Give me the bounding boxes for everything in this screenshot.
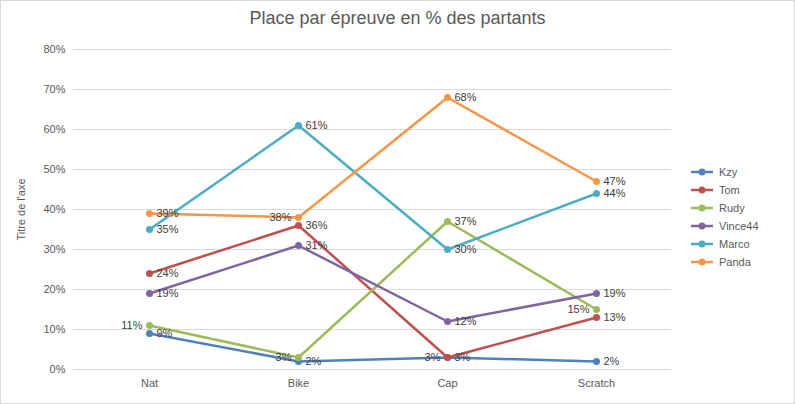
svg-text:15%: 15%: [567, 303, 589, 315]
svg-text:36%: 36%: [306, 219, 328, 231]
svg-text:10%: 10%: [43, 323, 65, 335]
svg-text:47%: 47%: [604, 175, 626, 187]
svg-text:2%: 2%: [604, 355, 620, 367]
svg-text:44%: 44%: [604, 187, 626, 199]
svg-text:24%: 24%: [157, 267, 179, 279]
svg-text:35%: 35%: [157, 223, 179, 235]
html-text:Rudy: Rudy: [719, 202, 745, 214]
svg-text:Scratch: Scratch: [578, 377, 615, 389]
html-text:Vince44: Vince44: [719, 220, 759, 232]
svg-text:37%: 37%: [455, 215, 477, 227]
html-text:Marco: Marco: [719, 238, 750, 250]
svg-text:40%: 40%: [43, 203, 65, 215]
svg-text:Nat: Nat: [141, 377, 158, 389]
svg-text:3%: 3%: [276, 351, 292, 363]
svg-text:Titre de l'axe: Titre de l'axe: [15, 178, 27, 240]
svg-text:61%: 61%: [306, 119, 328, 131]
html-text:Kzy: Kzy: [719, 166, 738, 178]
svg-text:3%: 3%: [425, 351, 441, 363]
svg-text:11%: 11%: [121, 319, 142, 331]
svg-text:Cap: Cap: [437, 377, 457, 389]
svg-text:13%: 13%: [604, 311, 626, 323]
svg-text:30%: 30%: [43, 243, 65, 255]
svg-text:Bike: Bike: [288, 377, 309, 389]
svg-text:20%: 20%: [43, 283, 65, 295]
svg-text:68%: 68%: [455, 91, 477, 103]
svg-text:0%: 0%: [50, 363, 66, 375]
svg-text:12%: 12%: [455, 315, 477, 327]
svg-text:9%: 9%: [157, 327, 173, 339]
svg-text:19%: 19%: [604, 287, 626, 299]
svg-text:38%: 38%: [269, 211, 291, 223]
svg-text:60%: 60%: [43, 123, 65, 135]
svg-text:31%: 31%: [306, 239, 328, 251]
svg-text:3%: 3%: [455, 351, 471, 363]
svg-text:50%: 50%: [43, 163, 65, 175]
svg-text:39%: 39%: [157, 207, 179, 219]
svg-text:2%: 2%: [306, 355, 322, 367]
html-text:Place par épreuve en % des par: Place par épreuve en % des partants: [249, 8, 546, 28]
svg-text:80%: 80%: [43, 43, 65, 55]
svg-text:30%: 30%: [455, 243, 477, 255]
svg-text:19%: 19%: [157, 287, 179, 299]
html-text:Tom: Tom: [719, 184, 740, 196]
html-text:Panda: Panda: [719, 256, 751, 268]
svg-text:70%: 70%: [43, 83, 65, 95]
